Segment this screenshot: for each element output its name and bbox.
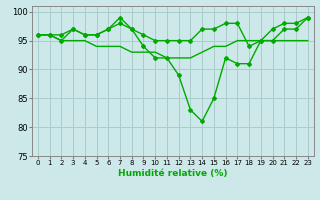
- X-axis label: Humidité relative (%): Humidité relative (%): [118, 169, 228, 178]
